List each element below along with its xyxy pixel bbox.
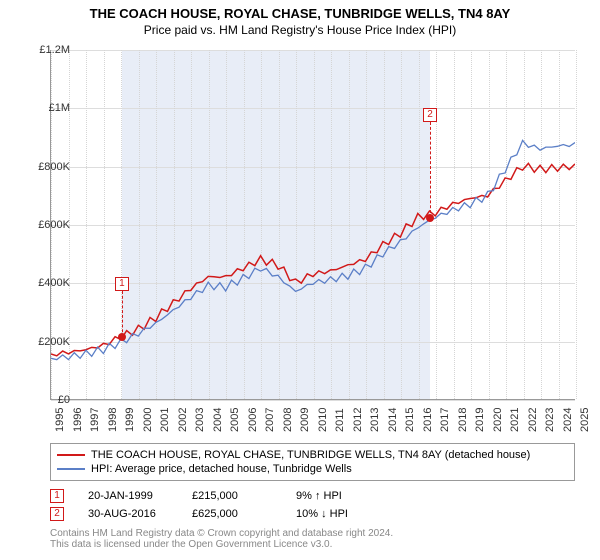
x-axis-label: 2013 xyxy=(369,408,381,432)
chart-marker-2: 2 xyxy=(423,108,437,122)
x-axis-label: 2010 xyxy=(317,408,329,432)
x-axis-label: 2014 xyxy=(387,408,399,432)
x-axis-label: 1995 xyxy=(54,408,66,432)
x-axis-label: 1998 xyxy=(107,408,119,432)
x-axis-label: 2008 xyxy=(282,408,294,432)
x-axis-label: 2017 xyxy=(439,408,451,432)
x-axis-label: 2000 xyxy=(142,408,154,432)
x-axis-label: 2023 xyxy=(544,408,556,432)
marker-badge: 1 xyxy=(50,489,64,503)
x-axis-label: 2012 xyxy=(352,408,364,432)
marker-badge: 2 xyxy=(50,507,64,521)
x-axis-label: 2007 xyxy=(264,408,276,432)
chart-subtitle: Price paid vs. HM Land Registry's House … xyxy=(0,23,600,37)
x-axis-label: 2022 xyxy=(527,408,539,432)
legend-label: THE COACH HOUSE, ROYAL CHASE, TUNBRIDGE … xyxy=(91,449,530,461)
legend-swatch xyxy=(57,454,85,456)
chart-legend: THE COACH HOUSE, ROYAL CHASE, TUNBRIDGE … xyxy=(50,443,575,481)
x-axis-label: 2020 xyxy=(492,408,504,432)
x-axis-label: 2025 xyxy=(579,408,591,432)
footer-line-2: This data is licensed under the Open Gov… xyxy=(50,539,393,550)
attribution: Contains HM Land Registry data © Crown c… xyxy=(50,528,393,550)
marker-delta: 9% ↑ HPI xyxy=(296,490,376,502)
legend-row-hpi: HPI: Average price, detached house, Tunb… xyxy=(57,462,568,476)
marker-delta: 10% ↓ HPI xyxy=(296,508,376,520)
marker-row-2: 2 30-AUG-2016 £625,000 10% ↓ HPI xyxy=(50,505,575,523)
chart-marker-1: 1 xyxy=(115,277,129,291)
x-axis-label: 2004 xyxy=(212,408,224,432)
x-axis-label: 2001 xyxy=(159,408,171,432)
x-axis-label: 2005 xyxy=(229,408,241,432)
x-axis-label: 2018 xyxy=(457,408,469,432)
legend-row-price: THE COACH HOUSE, ROYAL CHASE, TUNBRIDGE … xyxy=(57,448,568,462)
x-axis-label: 1999 xyxy=(124,408,136,432)
chart-title: THE COACH HOUSE, ROYAL CHASE, TUNBRIDGE … xyxy=(0,6,600,21)
marker-date: 30-AUG-2016 xyxy=(88,508,168,520)
marker-table: 1 20-JAN-1999 £215,000 9% ↑ HPI 2 30-AUG… xyxy=(50,487,575,523)
legend-label: HPI: Average price, detached house, Tunb… xyxy=(91,463,352,475)
footer-line-1: Contains HM Land Registry data © Crown c… xyxy=(50,528,393,539)
series-price_paid xyxy=(51,163,575,355)
x-axis-label: 2024 xyxy=(562,408,574,432)
x-axis-label: 1997 xyxy=(89,408,101,432)
price-chart: 12 xyxy=(50,50,575,400)
x-axis-label: 1996 xyxy=(72,408,84,432)
x-axis-label: 2006 xyxy=(247,408,259,432)
x-axis-label: 2015 xyxy=(404,408,416,432)
marker-date: 20-JAN-1999 xyxy=(88,490,168,502)
legend-swatch xyxy=(57,468,85,470)
marker-row-1: 1 20-JAN-1999 £215,000 9% ↑ HPI xyxy=(50,487,575,505)
x-axis-label: 2002 xyxy=(177,408,189,432)
chart-header: THE COACH HOUSE, ROYAL CHASE, TUNBRIDGE … xyxy=(0,0,600,37)
marker-price: £215,000 xyxy=(192,490,272,502)
x-axis-label: 2011 xyxy=(334,408,346,432)
x-axis-label: 2009 xyxy=(299,408,311,432)
series-hpi xyxy=(51,140,575,359)
marker-price: £625,000 xyxy=(192,508,272,520)
x-axis-label: 2019 xyxy=(474,408,486,432)
x-axis-label: 2003 xyxy=(194,408,206,432)
x-axis-label: 2021 xyxy=(509,408,521,432)
x-axis-label: 2016 xyxy=(422,408,434,432)
